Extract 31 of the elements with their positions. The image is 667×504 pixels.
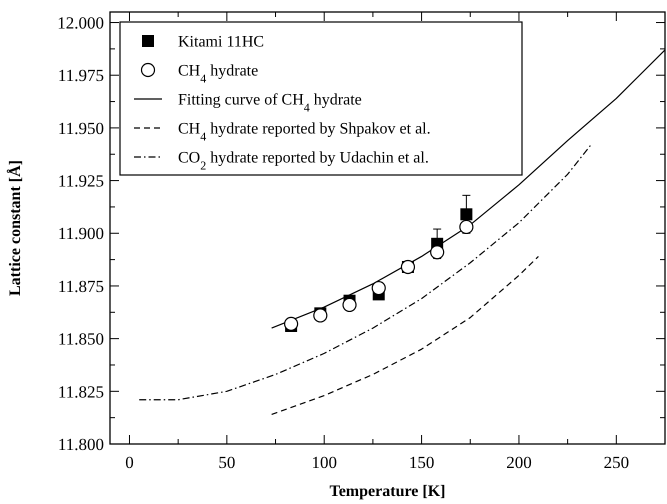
legend-label: CH$_{4}$ hydrate reported by Shpakov et al. xyxy=(178,120,431,144)
point xyxy=(342,298,357,312)
x-axis-title: Temperature [K] xyxy=(330,483,446,500)
y-tick-label: 11.950 xyxy=(58,118,104,138)
point xyxy=(372,280,386,296)
y-tick-label: 11.925 xyxy=(58,172,104,191)
point xyxy=(284,316,298,331)
point xyxy=(313,308,328,323)
y-tick-label: 11.975 xyxy=(58,66,104,86)
legend-label: CH$_{4}$ hydrate xyxy=(178,62,258,86)
x-tick-label: 150 xyxy=(408,453,434,472)
y-tick-label: 11.900 xyxy=(58,224,104,244)
y-tick-label: 11.800 xyxy=(58,434,104,454)
y-axis-title: Lattice constant [Å] xyxy=(6,160,24,296)
x-tick-label: 250 xyxy=(604,453,630,472)
legend-label: Kitami 11HC xyxy=(178,34,264,51)
x-tick-label: 0 xyxy=(125,453,134,472)
x-tick-label: 100 xyxy=(311,453,337,472)
legend-label: Fitting curve of CH$_{4}$ hydrate xyxy=(178,92,362,115)
line-series xyxy=(138,144,592,400)
legend-label: CO$_{2}$ hydrate reported by Udachin et al. xyxy=(178,150,429,173)
point xyxy=(430,245,444,260)
y-tick-label: 11.875 xyxy=(58,276,104,296)
x-tick-label: 200 xyxy=(506,453,532,472)
y-tick-label: 11.825 xyxy=(58,382,104,402)
y-tick-label: 12.000 xyxy=(57,13,104,32)
point xyxy=(459,220,474,234)
x-tick-label: 50 xyxy=(218,453,236,472)
y-tick-label: 11.850 xyxy=(58,330,104,349)
point xyxy=(460,208,472,220)
line-series xyxy=(271,256,540,416)
